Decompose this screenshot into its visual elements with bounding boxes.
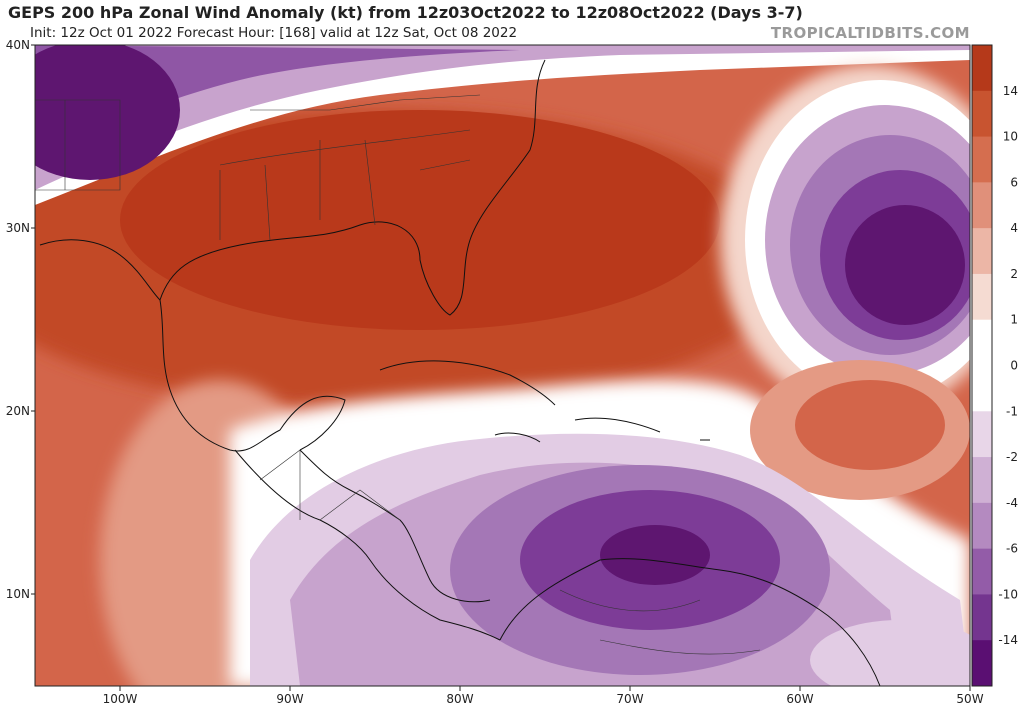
coastlines	[39, 59, 881, 686]
colorbar-label: 2	[1010, 267, 1018, 281]
colorbar-label: 10	[1003, 130, 1018, 144]
colorbar-segment	[972, 228, 992, 275]
map-subtitle: Init: 12z Oct 01 2022 Forecast Hour: [16…	[30, 25, 518, 41]
caribbean-negative-core	[600, 525, 710, 585]
lon-label-60w: 60W	[786, 692, 813, 706]
central-america-pacific-coast	[234, 449, 501, 641]
colorbar-segment	[972, 594, 992, 641]
lat-label-40n: 40N	[6, 38, 30, 52]
colorbar-label: -14	[998, 633, 1018, 647]
colorbar-label: -10	[998, 587, 1018, 601]
colorbar-label: -6	[1006, 542, 1018, 556]
source-credit: TROPICALTIDBITS.COM	[770, 24, 970, 42]
jamaica	[494, 432, 541, 443]
mexico-coast	[159, 299, 346, 452]
state-borders	[35, 94, 761, 655]
colorbar-label: 6	[1010, 175, 1018, 189]
latitude-axis: 40N 30N 20N 10N	[6, 38, 35, 601]
lon-label-50w: 50W	[956, 692, 983, 706]
southeast-positive-core	[795, 380, 945, 470]
colorbar-segment	[972, 182, 992, 229]
colorbar-segment	[972, 319, 992, 366]
longitude-axis: 100W 90W 80W 70W 60W 50W	[103, 686, 984, 706]
colorbar-segment	[972, 136, 992, 183]
lat-label-10n: 10N	[6, 587, 30, 601]
colorbar-label: 4	[1010, 221, 1018, 235]
colorbar-segment	[972, 457, 992, 504]
lon-label-80w: 80W	[446, 692, 473, 706]
colorbar-segment	[972, 640, 992, 687]
map-frame	[34, 44, 971, 687]
colorbar-label: 0	[1010, 359, 1018, 373]
colorbar-segment	[972, 548, 992, 595]
lat-label-30n: 30N	[6, 221, 30, 235]
colorbar-frame	[971, 44, 993, 687]
colorbar-segment	[972, 90, 992, 138]
south-america-north-coast	[499, 558, 881, 686]
colorbar-label: 1	[1010, 313, 1018, 327]
colorbar-segment	[972, 365, 992, 412]
colorbar-label: 14	[1003, 84, 1018, 98]
map-title: GEPS 200 hPa Zonal Wind Anomaly (kt) fro…	[8, 3, 803, 22]
colorbar-segment	[972, 411, 992, 458]
central-america-caribbean-coast	[299, 449, 491, 603]
lon-label-70w: 70W	[616, 692, 643, 706]
colorbar-label: -2	[1006, 450, 1018, 464]
southeast-negative-pale	[810, 620, 970, 686]
lon-label-100w: 100W	[103, 692, 138, 706]
northwest-negative-core	[35, 45, 180, 180]
north-negative-light	[35, 45, 970, 190]
anomaly-field	[35, 45, 970, 686]
east-negative-core	[845, 205, 965, 325]
colorbar-segment	[972, 273, 992, 321]
cuba	[379, 360, 556, 406]
colorbar-segment	[972, 502, 992, 550]
hispaniola	[574, 417, 661, 433]
gulf-positive-core	[120, 110, 720, 330]
gulf-coast	[39, 59, 546, 316]
lon-label-90w: 90W	[276, 692, 303, 706]
colorbar-label: -1	[1006, 404, 1018, 418]
colorbar-segment	[972, 45, 992, 92]
colorbar-label: -4	[1006, 496, 1018, 510]
lat-label-20n: 20N	[6, 404, 30, 418]
